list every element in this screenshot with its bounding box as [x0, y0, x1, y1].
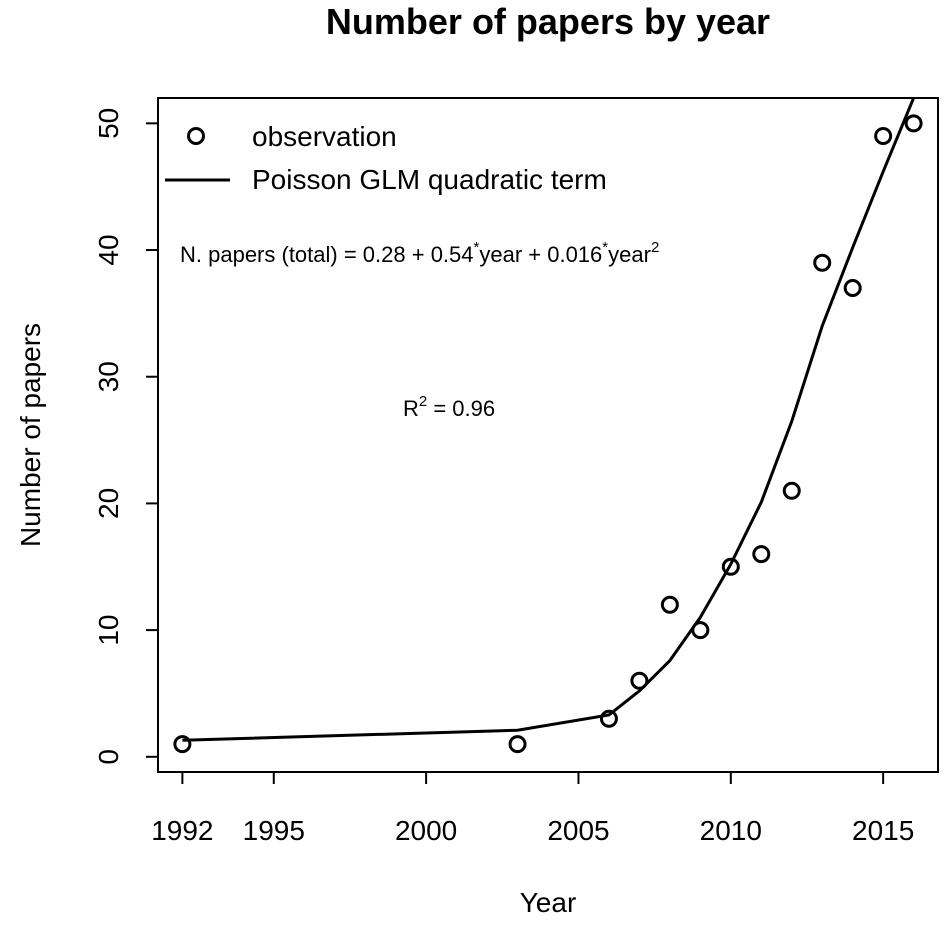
observation-point [843, 279, 862, 298]
observation-point [660, 595, 679, 614]
plot-frame [157, 97, 939, 773]
observation-point [508, 735, 527, 754]
y-tick-label: 40 [93, 234, 124, 265]
equation-star-2: * [602, 239, 608, 256]
x-tick-label: 1992 [151, 815, 213, 846]
y-tick-label: 30 [93, 361, 124, 392]
observation-points [173, 114, 923, 754]
observation-point [630, 671, 649, 690]
equation-end: year [608, 242, 651, 267]
equation-star-1: * [474, 239, 480, 256]
plot-area [173, 98, 923, 754]
x-tick-label: 2000 [395, 815, 457, 846]
x-tick-label: 2005 [547, 815, 609, 846]
y-tick-label: 0 [93, 749, 124, 765]
legend-label-observation: observation [252, 121, 397, 152]
x-tick-label: 1995 [243, 815, 305, 846]
observation-point [813, 253, 832, 272]
y-tick-label: 20 [93, 488, 124, 519]
observation-point [599, 709, 618, 728]
r2-exponent: 2 [419, 393, 427, 410]
observation-point [782, 481, 801, 500]
r-squared-annotation: R2 = 0.96 [403, 393, 495, 421]
r2-base: R [403, 396, 419, 421]
x-axis-label: Year [520, 887, 577, 918]
observation-point [874, 127, 893, 146]
fit-line [182, 98, 915, 742]
equation-exponent: 2 [651, 239, 659, 256]
equation-mid: year + 0.016 [479, 242, 602, 267]
observation-point [173, 735, 192, 754]
y-axis: 0 10 20 30 40 50 [93, 108, 158, 765]
x-tick-label: 2015 [852, 815, 914, 846]
legend-label-fit: Poisson GLM quadratic term [252, 164, 607, 195]
y-tick-label: 10 [93, 615, 124, 646]
observation-point [904, 114, 923, 133]
legend: observation Poisson GLM quadratic term [165, 121, 607, 195]
r2-value: = 0.96 [427, 396, 495, 421]
observation-point [721, 557, 740, 576]
y-axis-label: Number of papers [15, 323, 46, 547]
x-tick-label: 2010 [700, 815, 762, 846]
chart-title: Number of papers by year [326, 1, 770, 42]
y-tick-label: 50 [93, 108, 124, 139]
observation-point [752, 545, 771, 564]
equation-prefix: N. papers (total) = 0.28 + 0.54 [180, 242, 474, 267]
legend-marker-observation [187, 127, 205, 145]
x-axis: 1992 1995 2000 2005 2010 2015 [151, 772, 914, 846]
observation-point [691, 621, 710, 640]
equation-annotation: N. papers (total) = 0.28 + 0.54*year + 0… [180, 239, 659, 267]
